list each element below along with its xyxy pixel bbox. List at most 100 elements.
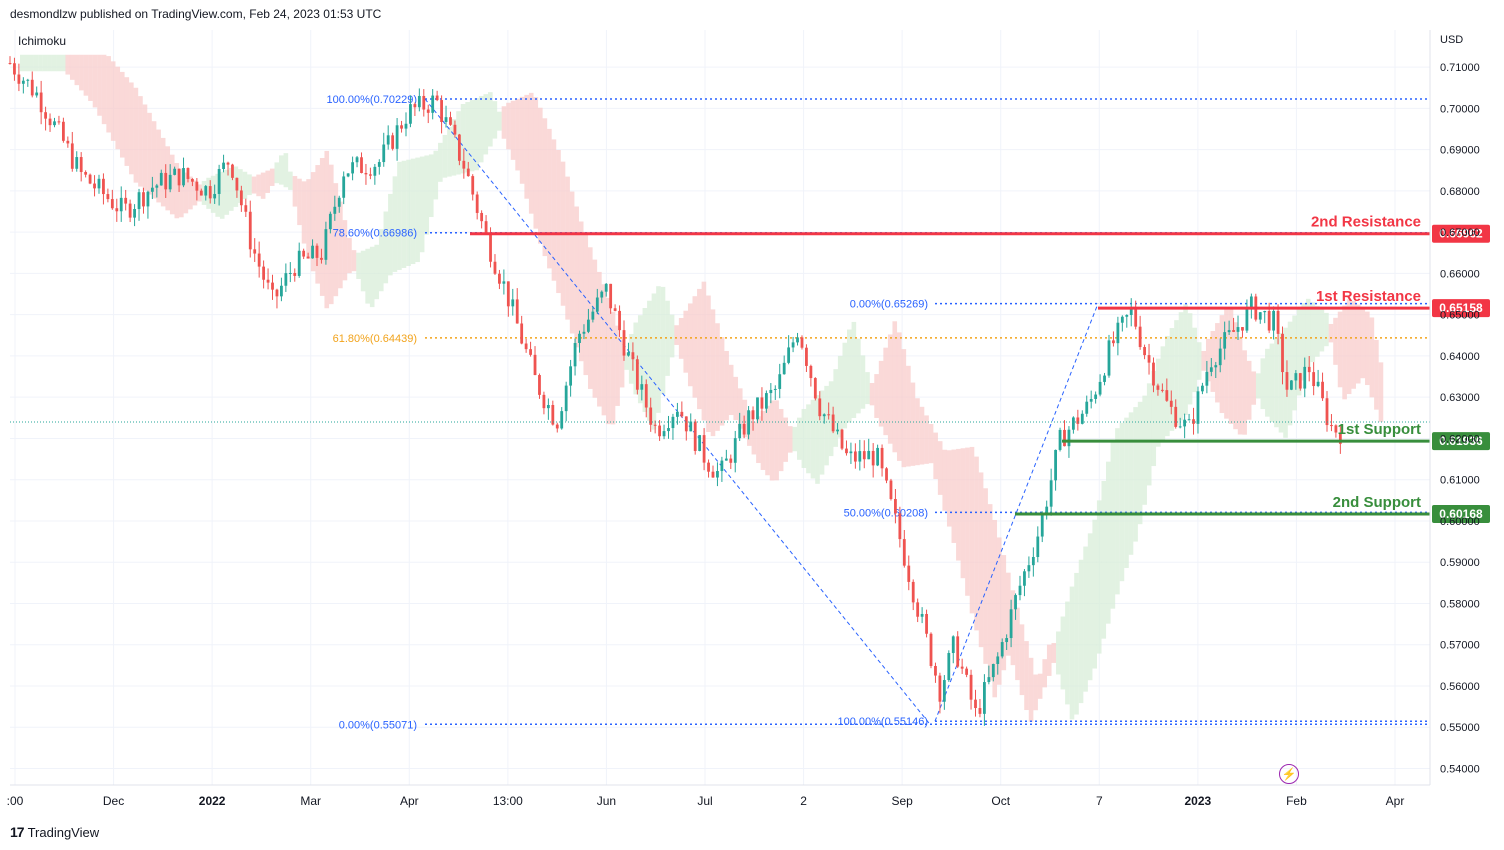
fib-label: 50.00%(0.60208) — [844, 507, 928, 519]
cloud-segment — [683, 310, 689, 373]
y-tick-label: 0.54000 — [1440, 763, 1480, 775]
cloud-segment — [342, 220, 348, 281]
y-tick-label: 0.58000 — [1440, 598, 1480, 610]
cloud-segment — [674, 325, 679, 345]
cloud-segment — [1201, 350, 1207, 371]
candle-body — [244, 205, 248, 212]
candle-body — [297, 250, 301, 276]
candle-body — [222, 162, 225, 169]
candle-body — [573, 342, 577, 367]
cloud-segment — [697, 288, 702, 410]
candle-body — [1089, 398, 1093, 402]
candle-body — [239, 190, 243, 206]
y-tick-label: 0.59000 — [1440, 557, 1480, 569]
candle-body — [79, 157, 83, 173]
candle-body — [649, 407, 653, 425]
cloud-segment — [878, 360, 884, 427]
flash-icon[interactable]: ⚡ — [1279, 764, 1299, 784]
indicator-label[interactable]: Ichimoku — [18, 34, 67, 48]
candle-body — [177, 168, 181, 186]
cloud-segment — [369, 246, 375, 308]
cloud-segment — [515, 98, 520, 171]
cloud-segment — [1333, 317, 1338, 365]
candle-body — [1174, 406, 1178, 427]
level-price-badge — [1432, 432, 1490, 451]
y-tick-label: 0.56000 — [1440, 681, 1480, 693]
cloud-segment — [297, 178, 302, 226]
cloud-segment — [828, 381, 834, 457]
cloud-segment — [219, 171, 225, 219]
cloud-segment — [33, 54, 39, 72]
cloud-segment — [597, 271, 602, 407]
candle-body — [773, 388, 777, 390]
candle-body — [693, 421, 697, 451]
cloud-segment — [133, 87, 139, 183]
cloud-segment — [165, 146, 171, 211]
candle-body — [831, 414, 835, 432]
candle-body — [253, 249, 257, 254]
candle-body — [1330, 425, 1333, 427]
candle-body — [1285, 372, 1289, 390]
cloud-segment — [1315, 305, 1320, 357]
cloud-segment — [328, 164, 334, 305]
candle-body — [1076, 417, 1080, 424]
cloud-segment — [160, 137, 166, 207]
candle-body — [1103, 375, 1106, 382]
cloud-segment — [428, 154, 434, 218]
cloud-segment — [751, 421, 757, 455]
cloud-segment — [288, 171, 293, 190]
cloud-segment — [47, 54, 52, 72]
cloud-segment — [501, 106, 507, 139]
candle-body — [195, 181, 199, 191]
candle-body — [942, 680, 946, 702]
candle-body — [729, 458, 733, 463]
candle-body — [1071, 417, 1075, 430]
cloud-segment — [937, 441, 943, 495]
level-price-label: 0.61936 — [1439, 434, 1483, 448]
candle-body — [484, 221, 488, 234]
candle-body — [1214, 365, 1218, 368]
candle-body — [511, 299, 515, 307]
level-price-label: 0.66962 — [1439, 227, 1483, 241]
fib-label: 0.00%(0.65269) — [850, 299, 928, 311]
cloud-segment — [946, 450, 952, 527]
candle-body — [1232, 330, 1235, 332]
candle-body — [444, 117, 448, 122]
cloud-segment — [469, 100, 475, 172]
candle-body — [1281, 333, 1284, 373]
candle-body — [13, 63, 16, 75]
candle-body — [320, 257, 323, 260]
cloud-segment — [1365, 311, 1370, 386]
candle-body — [542, 394, 546, 409]
candle-body — [613, 308, 617, 311]
cloud-segment — [279, 155, 284, 185]
candle-body — [822, 414, 826, 417]
cloud-segment — [538, 107, 543, 244]
cloud-segment — [588, 247, 593, 389]
candle-body — [124, 197, 128, 204]
candle-body — [676, 411, 679, 417]
cloud-segment — [928, 424, 934, 464]
candle-body — [1263, 311, 1267, 313]
cloud-segment — [179, 168, 184, 218]
cloud-segment — [578, 221, 584, 362]
cloud-segment — [792, 426, 798, 452]
cloud-segment — [465, 102, 470, 173]
cloud-segment — [706, 295, 711, 433]
y-tick-label: 0.67000 — [1440, 227, 1480, 239]
cloud-segment — [906, 365, 911, 467]
cloud-segment — [1342, 305, 1347, 400]
cloud-segment — [74, 54, 80, 86]
candle-body — [266, 279, 270, 283]
cloud-segment — [110, 61, 116, 141]
candle-body — [257, 253, 261, 267]
cloud-segment — [1037, 673, 1043, 699]
candle-body — [128, 203, 132, 218]
candle-body — [351, 162, 354, 174]
footer-brand[interactable]: 17 TradingView — [10, 824, 99, 840]
candle-body — [66, 140, 70, 144]
candle-body — [644, 384, 648, 408]
candle-body — [738, 423, 742, 439]
candle-body — [364, 172, 368, 175]
